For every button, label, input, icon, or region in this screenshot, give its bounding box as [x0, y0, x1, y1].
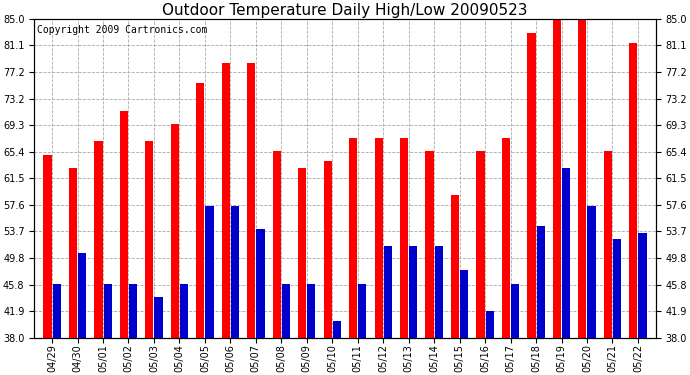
Bar	[502, 138, 510, 338]
Bar	[120, 111, 128, 338]
Bar	[282, 284, 290, 338]
Bar	[206, 206, 214, 338]
Bar	[553, 19, 561, 338]
Bar	[155, 297, 163, 338]
Bar	[384, 246, 392, 338]
Bar	[69, 168, 77, 338]
Bar	[52, 284, 61, 338]
Bar	[247, 63, 255, 338]
Bar	[257, 229, 264, 338]
Bar	[95, 141, 103, 338]
Bar	[146, 141, 153, 338]
Bar	[349, 138, 357, 338]
Bar	[476, 151, 484, 338]
Bar	[358, 284, 366, 338]
Bar	[451, 195, 459, 338]
Title: Outdoor Temperature Daily High/Low 20090523: Outdoor Temperature Daily High/Low 20090…	[162, 3, 528, 18]
Bar	[638, 232, 647, 338]
Bar	[333, 321, 341, 338]
Bar	[298, 168, 306, 338]
Bar	[375, 138, 383, 338]
Bar	[400, 138, 408, 338]
Bar	[629, 43, 638, 338]
Bar	[409, 246, 417, 338]
Bar	[129, 284, 137, 338]
Bar	[426, 151, 433, 338]
Bar	[460, 270, 469, 338]
Bar	[604, 151, 612, 338]
Bar	[104, 284, 112, 338]
Bar	[171, 124, 179, 338]
Bar	[562, 168, 570, 338]
Bar	[613, 240, 621, 338]
Bar	[43, 154, 52, 338]
Bar	[196, 83, 204, 338]
Bar	[435, 246, 443, 338]
Bar	[273, 151, 281, 338]
Bar	[587, 206, 595, 338]
Bar	[527, 33, 535, 338]
Bar	[324, 161, 332, 338]
Bar	[486, 311, 494, 338]
Bar	[78, 253, 86, 338]
Bar	[231, 206, 239, 338]
Bar	[180, 284, 188, 338]
Bar	[221, 63, 230, 338]
Bar	[537, 226, 544, 338]
Bar	[307, 284, 315, 338]
Text: Copyright 2009 Cartronics.com: Copyright 2009 Cartronics.com	[37, 26, 208, 35]
Bar	[511, 284, 519, 338]
Bar	[578, 19, 586, 338]
